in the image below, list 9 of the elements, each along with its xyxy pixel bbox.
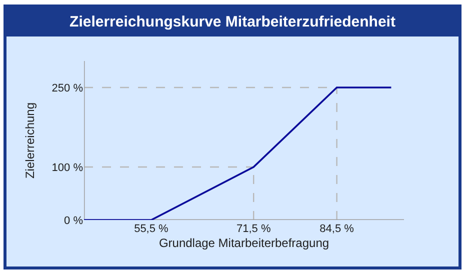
y-axis-title: Zielerreichung bbox=[23, 102, 38, 179]
x-tick-label: 71,5 % bbox=[236, 223, 271, 235]
x-tick-label: 84,5 % bbox=[320, 223, 354, 235]
y-tick-label: 250 % bbox=[52, 82, 84, 94]
x-tick-label: 55,5 % bbox=[134, 223, 169, 235]
chart-title: Zielerreichungskurve Mitarbeiterzufriedenheit bbox=[70, 13, 396, 30]
y-tick-label: 0 % bbox=[64, 214, 84, 227]
y-tick-label: 100 % bbox=[52, 162, 84, 174]
x-axis-title: Grundlage Mitarbeiterbefragung bbox=[158, 236, 330, 250]
